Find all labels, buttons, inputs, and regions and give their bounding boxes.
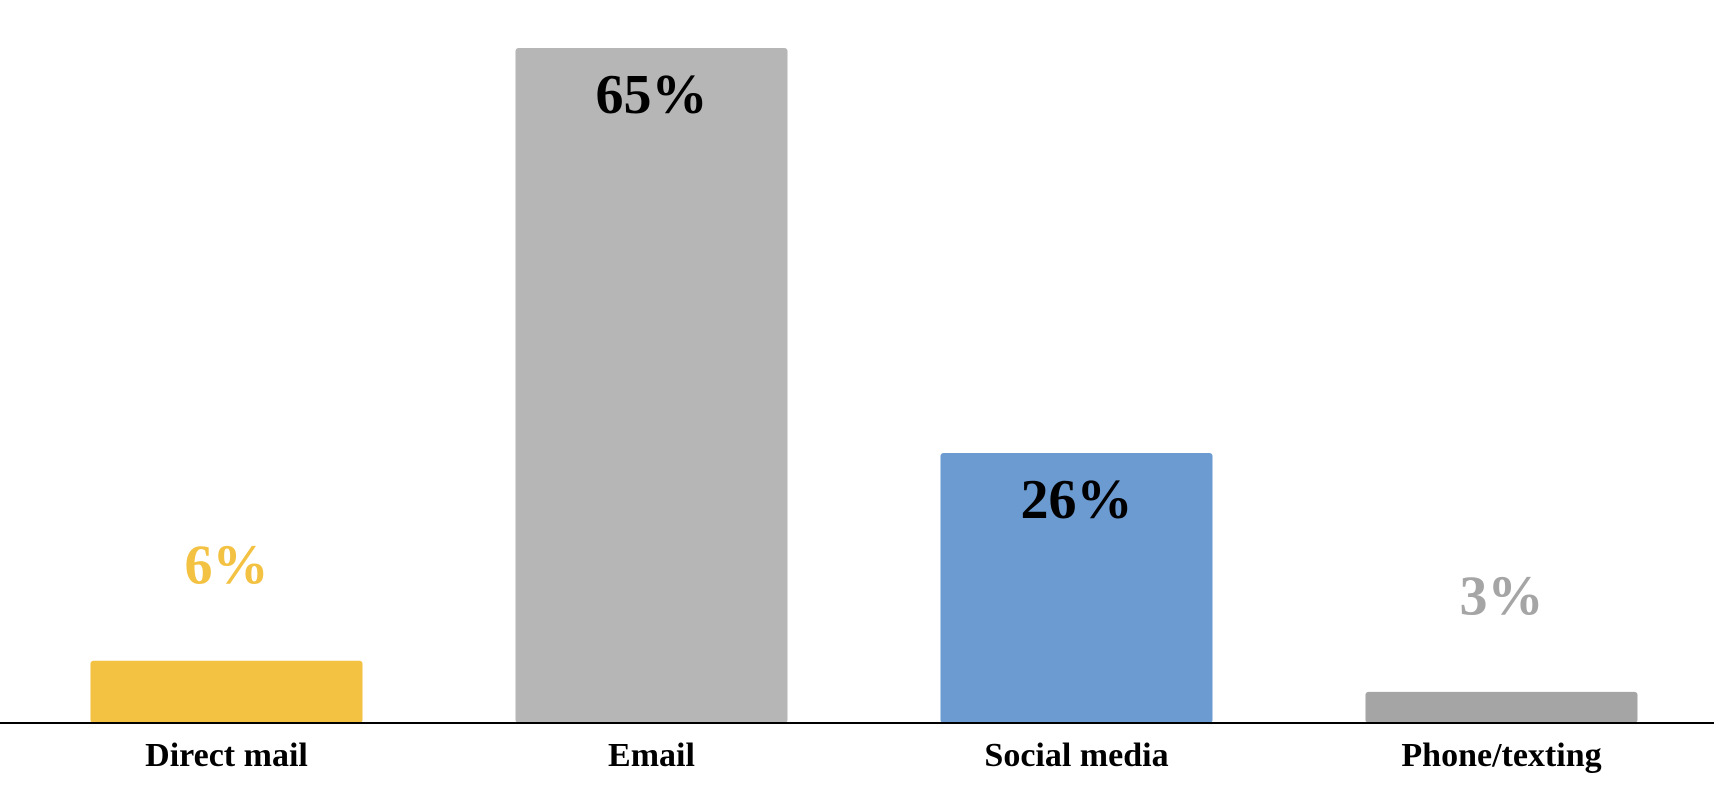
x-tick-label: Direct mail [145, 737, 308, 774]
bar [515, 48, 788, 723]
value-label: 6% [185, 535, 269, 597]
value-label: 3% [1460, 566, 1544, 628]
x-tick-label: Email [608, 737, 695, 774]
x-tick-label: Social media [984, 737, 1168, 774]
x-tick-label: Phone/texting [1401, 737, 1601, 774]
bar [1365, 691, 1638, 723]
bar [940, 453, 1213, 723]
bar [90, 660, 363, 723]
value-label: 26% [1021, 469, 1133, 531]
value-label: 65% [596, 64, 708, 126]
